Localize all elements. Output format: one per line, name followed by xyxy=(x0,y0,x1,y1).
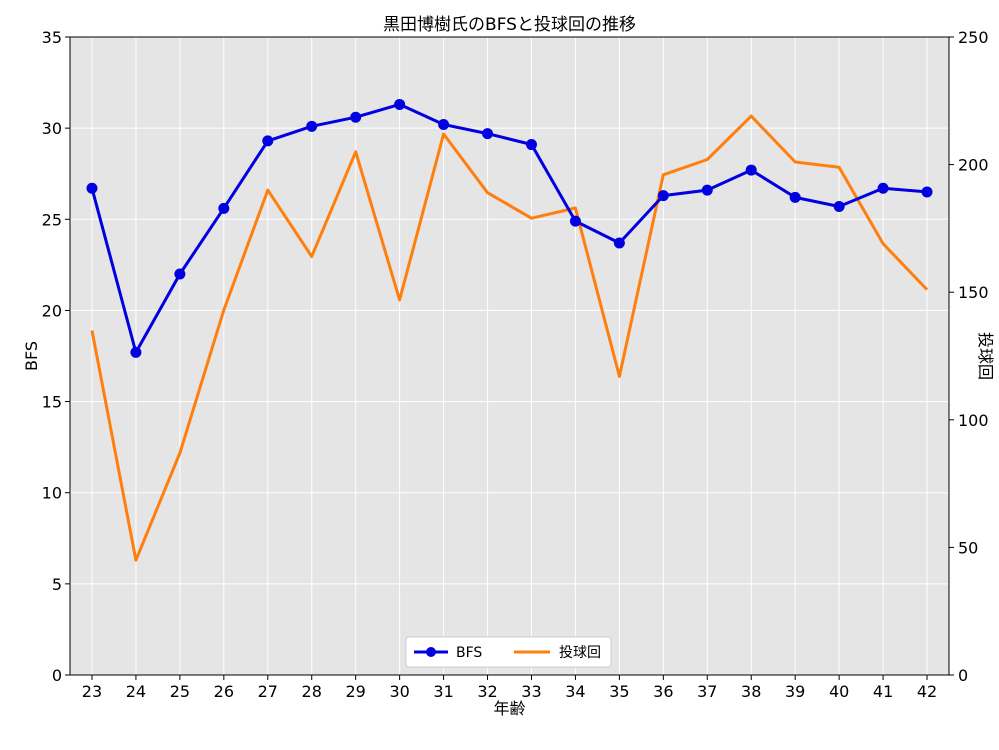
data-point-bfs xyxy=(350,111,362,123)
x-tick-label: 33 xyxy=(521,682,541,701)
data-point-bfs xyxy=(657,190,669,202)
data-point-bfs xyxy=(218,202,230,214)
x-tick-label: 29 xyxy=(345,682,365,701)
data-point-bfs xyxy=(174,268,186,280)
left-tick-label: 15 xyxy=(42,393,62,412)
plot-background xyxy=(70,37,949,675)
right-tick-label: 50 xyxy=(958,538,978,557)
data-point-bfs xyxy=(569,215,581,227)
data-point-bfs xyxy=(130,346,142,358)
data-point-bfs xyxy=(482,128,494,140)
left-tick-label: 20 xyxy=(42,301,62,320)
data-point-bfs xyxy=(833,201,845,213)
x-tick-label: 24 xyxy=(126,682,146,701)
x-axis-label: 年齢 xyxy=(493,699,525,718)
plot-frame xyxy=(69,36,950,676)
x-tick-label: 39 xyxy=(785,682,805,701)
right-tick-label: 100 xyxy=(958,411,989,430)
data-point-bfs xyxy=(701,184,713,196)
right-tick-label: 250 xyxy=(958,28,989,47)
left-tick-label: 30 xyxy=(42,119,62,138)
x-tick-label: 26 xyxy=(214,682,234,701)
data-point-bfs xyxy=(789,191,801,203)
x-tick-label: 28 xyxy=(302,682,322,701)
data-point-bfs xyxy=(921,186,933,198)
data-point-bfs xyxy=(613,237,625,249)
x-tick-label: 27 xyxy=(258,682,278,701)
right-axis-ticks: 0 50 100 150 200 250 xyxy=(949,28,989,685)
x-tick-label: 40 xyxy=(829,682,849,701)
x-tick-label: 42 xyxy=(917,682,937,701)
data-point-bfs xyxy=(306,120,318,132)
data-point-bfs xyxy=(262,135,274,147)
legend-box xyxy=(405,636,612,668)
right-tick-label: 200 xyxy=(958,156,989,175)
legend-label-innings: 投球回 xyxy=(559,645,601,661)
left-tick-label: 5 xyxy=(52,575,62,594)
y-axis-label: BFS xyxy=(22,341,41,371)
x-tick-label: 37 xyxy=(697,682,717,701)
data-point-bfs xyxy=(525,139,537,151)
right-tick-label: 150 xyxy=(958,283,989,302)
data-point-bfs xyxy=(394,98,406,110)
data-point-bfs xyxy=(86,182,98,194)
legend-label-bfs: BFS xyxy=(456,645,482,661)
x-axis-ticks: 23 24 25 26 27 28 29 30 31 32 33 34 35 36 37 38 39 40 41 42 xyxy=(82,675,937,701)
left-axis-ticks: 0 5 10 15 20 25 30 35 xyxy=(42,28,70,685)
y2-axis-label: 投球回 xyxy=(976,332,995,380)
data-point-bfs xyxy=(877,182,889,194)
series-layer xyxy=(86,98,933,562)
legend-marker-bfs xyxy=(426,647,436,657)
x-tick-label: 31 xyxy=(433,682,453,701)
left-tick-label: 10 xyxy=(42,484,62,503)
data-point-bfs xyxy=(438,118,450,130)
series-line-innings xyxy=(90,114,929,562)
legend: BFS 投球回 xyxy=(405,636,612,668)
left-tick-label: 25 xyxy=(42,210,62,229)
data-point-bfs xyxy=(745,164,757,176)
left-tick-label: 35 xyxy=(42,28,62,47)
right-tick-label: 0 xyxy=(958,666,968,685)
series-line-bfs xyxy=(90,102,928,354)
x-tick-label: 34 xyxy=(565,682,585,701)
chart-title: 黒田博樹氏のBFSと投球回の推移 xyxy=(383,15,636,35)
x-tick-label: 30 xyxy=(389,682,409,701)
x-tick-label: 25 xyxy=(170,682,190,701)
x-tick-label: 36 xyxy=(653,682,673,701)
x-tick-label: 41 xyxy=(873,682,893,701)
x-tick-label: 35 xyxy=(609,682,629,701)
x-tick-label: 32 xyxy=(477,682,497,701)
x-tick-label: 23 xyxy=(82,682,102,701)
x-tick-label: 38 xyxy=(741,682,761,701)
left-tick-label: 0 xyxy=(52,666,62,685)
